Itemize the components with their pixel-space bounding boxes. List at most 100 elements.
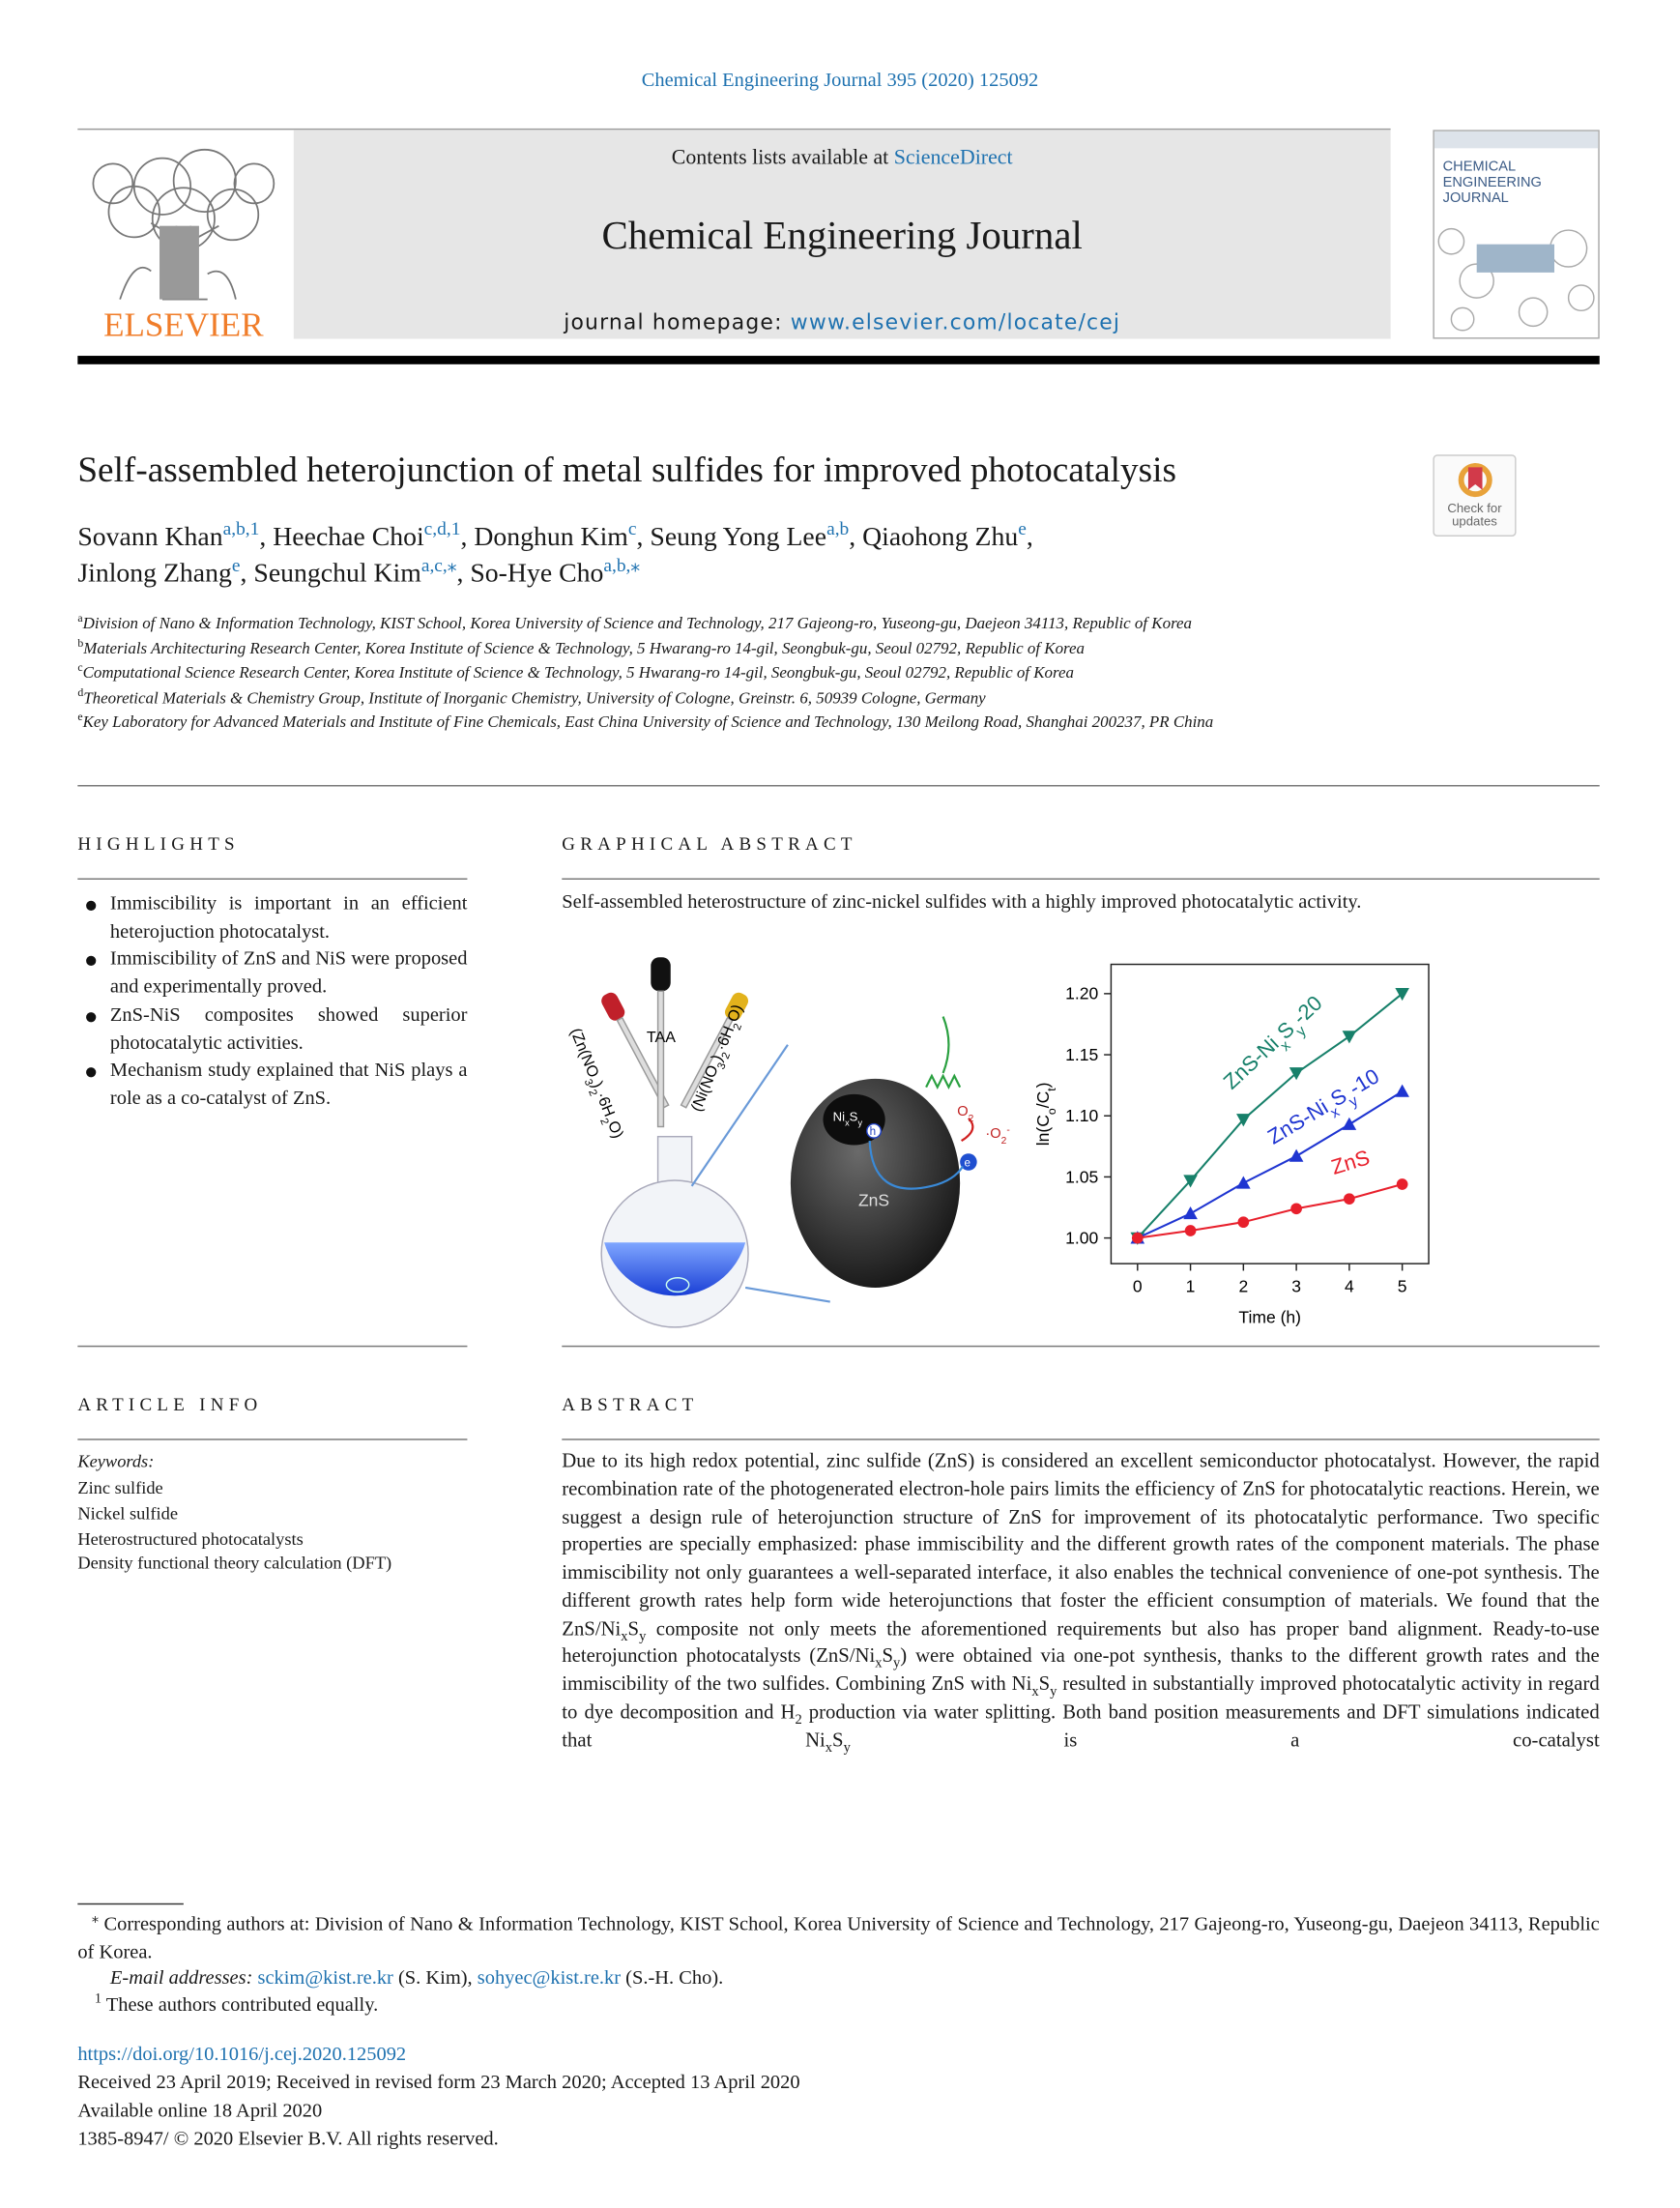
affiliation-text: Theoretical Materials & Chemistry Group,…	[83, 687, 986, 707]
cover-art	[1437, 227, 1595, 332]
keywords-label: Keywords:	[77, 1451, 155, 1471]
text-run: )	[1033, 1082, 1053, 1088]
received-dates: Received 23 April 2019; Received in revi…	[77, 2073, 800, 2094]
data-point	[1344, 1193, 1355, 1206]
highlight-item: Immiscibility of ZnS and NiS were propos…	[77, 946, 467, 1002]
sub-text: 2	[597, 1117, 610, 1126]
text-run: journal homepage:	[564, 308, 791, 335]
text-run: )	[708, 1053, 726, 1064]
data-point	[1183, 1175, 1198, 1188]
sub-text: 2	[1001, 1136, 1007, 1147]
cover-title: CHEMICAL ENGINEERING JOURNAL	[1442, 160, 1542, 207]
text-run: (S.-H. Cho).	[621, 1967, 724, 1990]
header-thick-rule	[77, 356, 1600, 364]
reagent-label: (Ni(NO3)2·6H2O)	[687, 1002, 750, 1117]
graphical-abstract-heading: GRAPHICAL ABSTRACT	[562, 832, 857, 855]
species-label: ·O2-	[985, 1125, 1009, 1147]
text-run: ) were obtained via one-pot synthesis, t…	[562, 1644, 1600, 1697]
sup-text: a,c,⁎	[420, 554, 457, 576]
crossmark[interactable]: Check for updates	[1433, 454, 1517, 537]
text-run: O	[957, 1104, 968, 1119]
hole-marker	[866, 1122, 883, 1139]
affiliation-text: Key Laboratory for Advanced Materials an…	[82, 712, 1214, 732]
publisher-logo: ELSEVIER	[92, 148, 275, 341]
keyword: Density functional theory calculation (D…	[77, 1554, 392, 1574]
droppers	[601, 957, 749, 1128]
text-run: /C	[1033, 1091, 1053, 1109]
article-info-rule	[77, 1438, 468, 1440]
affiliation-text: Division of Nano & Information Technolog…	[82, 614, 1193, 633]
sub-text: y	[857, 1119, 862, 1128]
text-run: production via water splitting. Both ban…	[562, 1700, 1600, 1752]
graphical-abstract-rule	[562, 878, 1600, 880]
data-point	[1290, 1203, 1302, 1215]
link[interactable]: sohyec@kist.re.kr	[477, 1967, 622, 1990]
sub-text: x	[825, 1739, 833, 1756]
copyright: 1385-8947/ © 2020 Elsevier B.V. All righ…	[77, 2129, 499, 2151]
keyword: Heterostructured photocatalysts	[77, 1528, 304, 1549]
species-label: O2	[957, 1104, 973, 1124]
y-tick-label: 1.20	[1065, 984, 1098, 1003]
highlights-list: Immiscibility is important in an efficie…	[77, 891, 467, 1114]
text-run: )	[589, 1079, 607, 1090]
data-point	[1342, 1117, 1357, 1130]
graphical-abstract-text: Self-assembled heterostructure of zinc-n…	[562, 892, 1362, 914]
link[interactable]: sckim@kist.re.kr	[257, 1967, 393, 1990]
bullet	[86, 956, 97, 967]
reagent-label: (Zn(NO3)2·6H2O)	[563, 1026, 627, 1143]
author-line: Jinlong Zhange, Seungchul Kima,c,⁎, So-H…	[77, 556, 1032, 593]
footnote-rule	[77, 1903, 184, 1905]
sub-text: y	[893, 1656, 901, 1672]
text-run: Corresponding authors at: Division of Na…	[77, 1914, 1600, 1963]
sup-text: a,b,⁎	[603, 554, 641, 576]
series-label: ZnS-NixSy-10	[1263, 1063, 1387, 1155]
data-point	[1395, 1084, 1409, 1097]
y-tick-label: 1.05	[1065, 1167, 1098, 1186]
logo-trunk	[159, 225, 199, 300]
flask	[600, 1135, 749, 1328]
crossmark-label: Check for updates	[1447, 501, 1502, 529]
link[interactable]: ScienceDirect	[893, 146, 1013, 170]
affiliation-label: d	[77, 685, 84, 699]
journal-cover: CHEMICAL ENGINEERING JOURNAL	[1433, 130, 1600, 339]
text-run: , So-Hye Cho	[456, 559, 604, 590]
affiliations: aDivision of Nano & Information Technolo…	[77, 611, 1405, 735]
text-run: , Donghun Kim	[460, 522, 628, 553]
highlight-text: ZnS-NiS composites showed superior photo…	[109, 1004, 468, 1055]
sub-text: 2	[969, 1113, 974, 1123]
link[interactable]: www.elsevier.com/locate/cej	[790, 308, 1121, 335]
text-run: (S. Kim),	[392, 1967, 478, 1990]
abstract-text: Due to its high redox potential, zinc su…	[562, 1448, 1599, 1755]
highlight-text: Immiscibility of ZnS and NiS were propos…	[109, 949, 468, 999]
text-run: Due to its high redox potential, zinc su…	[562, 1449, 1600, 1641]
homepage-line: journal homepage: www.elsevier.com/locat…	[294, 309, 1391, 334]
data-point	[1183, 1206, 1198, 1220]
abstract-heading: ABSTRACT	[562, 1393, 699, 1415]
keyword: Nickel sulfide	[77, 1503, 179, 1524]
keywords: Zinc sulfide Nickel sulfide Heterostructur…	[77, 1477, 391, 1578]
cover-figure	[1476, 244, 1555, 273]
text-run: -20	[1288, 991, 1326, 1030]
text-run: ·6H	[593, 1089, 618, 1119]
citation[interactable]: Chemical Engineering Journal 395 (2020) …	[641, 71, 1039, 92]
data-point	[1342, 1031, 1357, 1044]
sub-text: y	[639, 1628, 647, 1644]
x-axis-label: Time (h)	[1238, 1307, 1301, 1326]
text-run: composite not only meets the aforementio…	[562, 1617, 1600, 1669]
doi[interactable]: https://doi.org/10.1016/j.cej.2020.12509…	[77, 2044, 407, 2066]
text-run: S	[832, 1729, 844, 1752]
text-run: These authors contributed equally.	[101, 1994, 379, 2017]
charge-path	[868, 1141, 965, 1190]
text-run: resulted in substantially improved photo…	[562, 1672, 1600, 1724]
article-title: Self-assembled heterojunction of metal s…	[77, 449, 1176, 490]
sub-text: 2	[795, 1711, 802, 1729]
data-point	[1131, 1232, 1144, 1244]
online-date: Available online 18 April 2020	[77, 2101, 323, 2123]
y-tick-label: 1.00	[1065, 1228, 1098, 1247]
sub-text: x	[845, 1119, 850, 1128]
data-point	[1395, 988, 1409, 1002]
charge-label: h	[870, 1125, 877, 1138]
y-axis-label: ln(Co/Ct)	[1033, 1082, 1058, 1146]
sub-text: x	[1031, 1684, 1039, 1700]
